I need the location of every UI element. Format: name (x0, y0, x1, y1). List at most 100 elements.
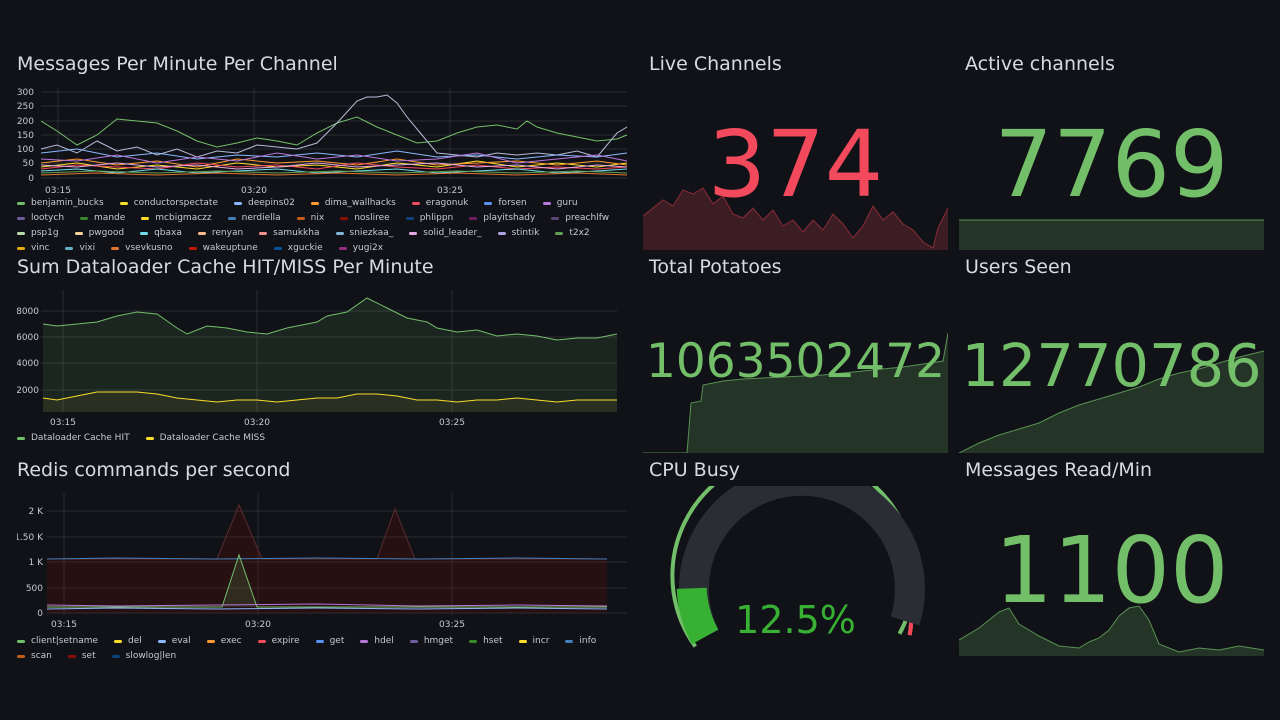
legend-item[interactable]: dima_wallhacks (310, 198, 396, 208)
legend-item[interactable]: stintik (497, 228, 539, 238)
legend-item[interactable]: phlippn (405, 213, 453, 223)
panel-messages-per-minute[interactable]: Messages Per Minute Per Channel 300 250 … (17, 53, 629, 253)
y-tick: 500 (26, 584, 43, 594)
panel-live-channels[interactable]: Live Channels 374 (643, 53, 948, 250)
y-tick: 250 (17, 102, 34, 112)
y-tick: 100 (17, 145, 34, 155)
redis-timeseries-chart[interactable]: 2 K 1.50 K 1 K 500 0 03:15 03:20 03:25 (17, 491, 629, 641)
legend-item[interactable]: scan (17, 651, 52, 661)
panel-total-potatoes[interactable]: Total Potatoes 1063502472 (643, 256, 948, 453)
legend-item[interactable]: playitshady (469, 213, 535, 223)
y-tick: 4000 (17, 359, 39, 369)
legend-item[interactable]: info (565, 636, 596, 646)
series-line (40, 152, 628, 164)
legend-item[interactable]: hdel (360, 636, 394, 646)
legend-item[interactable]: deepins02 (233, 198, 295, 208)
legend-item[interactable]: hmget (409, 636, 453, 646)
x-tick: 03:15 (50, 418, 76, 428)
y-tick: 2000 (17, 386, 39, 396)
legend-item[interactable]: slowlog|len (111, 651, 176, 661)
series-line (40, 148, 628, 160)
panel-title[interactable]: Users Seen (965, 256, 1072, 278)
y-tick: 0 (37, 609, 43, 619)
legend-item[interactable]: incr (518, 636, 549, 646)
legend-item[interactable]: set (67, 651, 96, 661)
legend-item[interactable]: lootych (17, 213, 64, 223)
y-tick: 1 K (29, 558, 45, 568)
legend-item[interactable]: vsevkusno (111, 243, 173, 253)
legend-item[interactable]: hset (469, 636, 503, 646)
legend-item[interactable]: conductorspectate (119, 198, 218, 208)
series-line (40, 172, 628, 176)
legend-item[interactable]: Dataloader Cache HIT (17, 433, 130, 443)
y-tick: 1.50 K (17, 533, 44, 543)
legend-item[interactable]: client|setname (17, 636, 98, 646)
panel-title[interactable]: Messages Read/Min (965, 459, 1153, 481)
users-seen-sparkline (959, 350, 1264, 453)
legend-item[interactable]: samukkha (259, 228, 320, 238)
panel-active-channels[interactable]: Active channels 7769 (959, 53, 1264, 250)
stat-value: 12.5% (735, 598, 856, 642)
legend-item[interactable]: t2x2 (555, 228, 590, 238)
legend-item[interactable]: eragonuk (411, 198, 468, 208)
legend-item[interactable]: exec (206, 636, 242, 646)
legend-item[interactable]: guru (542, 198, 578, 208)
series-line (40, 168, 628, 174)
hit-line (42, 297, 618, 341)
miss-line (42, 391, 617, 403)
x-tick: 03:25 (437, 186, 463, 196)
legend-item[interactable]: forsen (484, 198, 527, 208)
panel-title[interactable]: CPU Busy (649, 459, 740, 481)
legend-item[interactable]: nix (296, 213, 324, 223)
messages-read-sparkline (959, 605, 1264, 656)
panel-cpu-busy[interactable]: CPU Busy 12.5% (643, 459, 948, 656)
panel-title[interactable]: Live Channels (649, 53, 782, 75)
y-tick: 150 (17, 131, 34, 141)
legend-item[interactable]: mande (80, 213, 125, 223)
hit-area (43, 298, 617, 412)
series-line (40, 158, 628, 168)
messages-timeseries-chart[interactable]: 300 250 200 150 100 50 0 03:15 03:20 03:… (17, 83, 629, 223)
legend-item[interactable]: benjamin_bucks (17, 198, 104, 208)
legend-item[interactable]: xguckie (273, 243, 323, 253)
chart-legend: Dataloader Cache HIT Dataloader Cache MI… (17, 433, 617, 443)
x-tick: 03:20 (244, 418, 270, 428)
panel-messages-read[interactable]: Messages Read/Min 1100 (959, 459, 1264, 656)
legend-item[interactable]: nosliree (340, 213, 390, 223)
series-line (40, 116, 628, 148)
panel-title[interactable]: Total Potatoes (649, 256, 782, 278)
legend-item[interactable]: psp1g (17, 228, 59, 238)
legend-item[interactable]: renyan (197, 228, 243, 238)
legend-item[interactable]: sniezkaa_ (335, 228, 393, 238)
legend-item[interactable]: Dataloader Cache MISS (145, 433, 265, 443)
panel-dataloader-cache[interactable]: Sum Dataloader Cache HIT/MISS Per Minute… (17, 256, 629, 446)
chart-legend: benjamin_bucks conductorspectate deepins… (17, 198, 617, 253)
y-tick: 6000 (17, 333, 39, 343)
legend-item[interactable]: get (315, 636, 344, 646)
legend-item[interactable]: solid_leader_ (409, 228, 482, 238)
legend-item[interactable]: yugi2x (338, 243, 383, 253)
cpu-gauge (670, 486, 925, 648)
panel-users-seen[interactable]: Users Seen 12770786 (959, 256, 1264, 453)
legend-item[interactable]: nerdiella (227, 213, 281, 223)
stat-value: 1100 (994, 517, 1229, 624)
stat-value: 7769 (994, 111, 1229, 218)
legend-item[interactable]: pwgood (74, 228, 124, 238)
active-channels-sparkline (959, 219, 1264, 250)
series-line (47, 503, 607, 560)
legend-item[interactable]: mcbigmaczz (141, 213, 212, 223)
panel-title[interactable]: Redis commands per second (17, 459, 291, 481)
legend-item[interactable]: eval (157, 636, 191, 646)
legend-item[interactable]: qbaxa (140, 228, 182, 238)
panel-title[interactable]: Sum Dataloader Cache HIT/MISS Per Minute (17, 256, 434, 278)
legend-item[interactable]: expire (257, 636, 300, 646)
panel-redis-commands[interactable]: Redis commands per second 2 K 1.50 K 1 K… (17, 459, 629, 661)
panel-title[interactable]: Messages Per Minute Per Channel (17, 53, 338, 75)
dataloader-timeseries-chart[interactable]: 8000 6000 4000 2000 03:15 03:20 03:25 (17, 288, 629, 438)
legend-item[interactable]: del (114, 636, 142, 646)
legend-item[interactable]: vixi (65, 243, 95, 253)
legend-item[interactable]: vinc (17, 243, 49, 253)
panel-title[interactable]: Active channels (965, 53, 1115, 75)
legend-item[interactable]: wakeuptune (188, 243, 258, 253)
legend-item[interactable]: preachlfw (551, 213, 609, 223)
